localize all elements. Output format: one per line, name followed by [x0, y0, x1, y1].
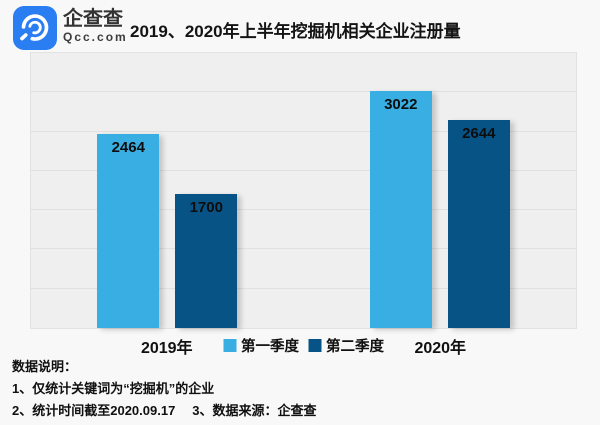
chart-legend: 第一季度 第二季度 — [223, 335, 384, 356]
bar-2020年-第一季度: 3022 — [369, 90, 432, 328]
gridline-3000 — [31, 91, 576, 93]
qcc-logo — [13, 6, 57, 50]
x-axis-label-2020: 2020年 — [414, 340, 467, 357]
bar-value-label: 2644 — [462, 125, 496, 143]
brand-block: 企查查 Qcc.com — [63, 8, 128, 44]
bar-chart-plot-area: 2464 1700 3022 2644 — [30, 52, 577, 329]
bar-2020年-第二季度: 2644 — [447, 120, 510, 328]
gridline-1000 — [31, 248, 576, 250]
brand-domain: Qcc.com — [63, 30, 128, 44]
x-axis-row: 2019年 第一季度 第二季度 2020年 — [30, 332, 577, 357]
data-notes: 数据说明： 1、仅统计关键词为“挖掘机”的企业 2、统计时间截至2020.09.… — [12, 356, 317, 422]
bar-value-label: 3022 — [384, 95, 418, 113]
note-3: 3、数据来源：企查查 — [192, 403, 317, 418]
bar-2019年-第一季度: 2464 — [97, 134, 160, 328]
bar-value-label: 1700 — [189, 199, 223, 217]
qcc-magnifier-icon — [20, 14, 49, 41]
gridline-500 — [31, 287, 576, 289]
gridline-2000 — [31, 169, 576, 171]
bar-value-label: 2464 — [111, 139, 145, 157]
legend-item-第二季度: 第二季度 — [308, 335, 384, 356]
bar-group-2020年: 3022 2644 — [304, 53, 577, 328]
legend-label: 第一季度 — [241, 339, 299, 355]
note-row-2: 2、统计时间截至2020.09.17 3、数据来源：企查查 — [12, 400, 317, 422]
brand-name: 企查查 — [63, 8, 123, 30]
legend-label: 第二季度 — [326, 339, 384, 355]
chart-title: 2019、2020年上半年挖掘机相关企业注册量 — [130, 22, 461, 41]
gridline-2500 — [31, 130, 576, 132]
bar-2019年-第二季度: 1700 — [175, 194, 238, 328]
bar-group-2019年: 2464 1700 — [31, 53, 304, 328]
bars-layer: 2464 1700 3022 2644 — [31, 53, 576, 328]
legend-swatch — [308, 339, 321, 352]
legend-item-第一季度: 第一季度 — [223, 335, 299, 356]
notes-heading: 数据说明： — [12, 359, 78, 374]
note-1: 1、仅统计关键词为“挖掘机”的企业 — [12, 381, 215, 396]
gridline-1500 — [31, 209, 576, 211]
note-2: 2、统计时间截至2020.09.17 — [12, 403, 176, 418]
legend-swatch — [223, 339, 236, 352]
x-axis-label-2019: 2019年 — [140, 340, 193, 357]
